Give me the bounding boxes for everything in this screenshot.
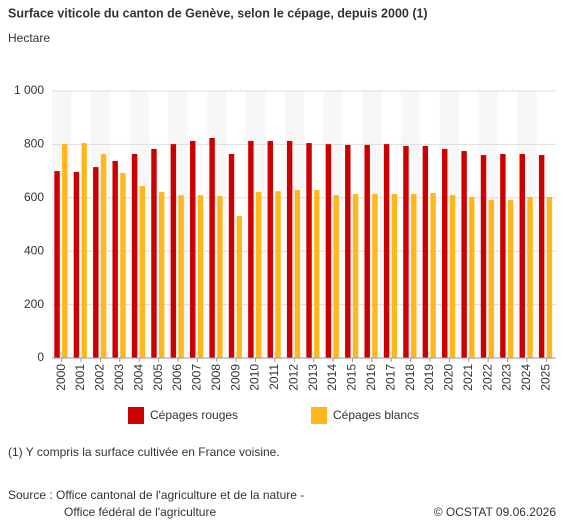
x-tick-label: 2006	[170, 364, 184, 391]
x-tick-label: 2004	[131, 364, 145, 391]
source: Source : Office cantonal de l'agricultur…	[8, 488, 304, 502]
bar	[422, 146, 429, 358]
bar	[411, 194, 417, 358]
x-tick-label: 2018	[403, 364, 417, 391]
x-tick-label: 2002	[93, 364, 107, 391]
bar	[461, 151, 467, 358]
bar	[546, 196, 553, 358]
bar	[314, 190, 320, 358]
bar	[248, 140, 254, 358]
x-tick-label: 2011	[267, 364, 281, 390]
bar	[286, 140, 293, 358]
bar	[442, 148, 448, 358]
bar	[54, 171, 60, 358]
bar	[306, 143, 312, 358]
x-tick-label: 2015	[345, 364, 359, 391]
x-tick-label: 2003	[112, 364, 126, 391]
bar	[178, 195, 184, 358]
legend-label: Cépages blancs	[333, 408, 419, 422]
legend-label: Cépages rouges	[150, 408, 238, 422]
x-tick-label: 2024	[519, 364, 533, 391]
x-tick-label: 2025	[538, 364, 552, 391]
bar	[275, 191, 281, 358]
x-tick-label: 2020	[442, 364, 456, 391]
bar	[469, 196, 475, 358]
legend-swatch	[311, 407, 327, 424]
bar	[131, 154, 138, 358]
bar	[352, 194, 359, 358]
bar	[480, 155, 487, 358]
bar	[449, 195, 456, 358]
bar	[383, 144, 390, 358]
bar	[294, 190, 301, 358]
bar	[217, 195, 223, 358]
bar	[488, 199, 494, 358]
bar	[267, 140, 273, 358]
bar	[391, 194, 398, 358]
x-tick-label: 2019	[422, 364, 436, 391]
bar	[209, 137, 215, 358]
x-tick-label: 2009	[228, 364, 242, 391]
x-tick-label: 2022	[480, 364, 494, 391]
x-tick-label: 2008	[209, 364, 223, 391]
x-tick-label: 2000	[54, 364, 68, 391]
bar	[372, 194, 378, 358]
bar	[93, 167, 99, 358]
x-tick-label: 2023	[500, 364, 514, 391]
y-tick-label: 0	[37, 350, 44, 364]
y-tick-label: 400	[24, 243, 44, 257]
bar	[170, 144, 177, 358]
bar	[100, 154, 107, 358]
y-tick-label: 200	[24, 297, 44, 311]
bar	[139, 186, 146, 358]
bar	[112, 160, 118, 358]
bar	[519, 154, 525, 358]
bar	[236, 215, 242, 358]
bar	[120, 172, 126, 358]
x-tick-label: 2014	[325, 364, 339, 391]
y-tick-label: 600	[24, 190, 44, 204]
x-tick-label: 2017	[383, 364, 397, 391]
bar	[228, 154, 235, 358]
bar	[190, 140, 196, 358]
bar	[73, 171, 80, 358]
bar	[81, 143, 87, 358]
bar	[403, 146, 409, 358]
bar	[538, 155, 545, 358]
x-tick-label: 2012	[286, 364, 300, 391]
x-tick-label: 2007	[190, 364, 204, 391]
y-tick-label: 800	[24, 137, 44, 151]
source: Office fédéral de l'agriculture	[64, 505, 216, 519]
x-tick-label: 2013	[306, 364, 320, 391]
footnote: (1) Y compris la surface cultivée en Fra…	[8, 445, 280, 459]
x-tick-label: 2001	[73, 364, 87, 391]
bar	[345, 144, 351, 358]
bar	[364, 144, 370, 358]
bar	[151, 148, 157, 358]
bar	[500, 154, 506, 358]
x-tick-label: 2005	[151, 364, 165, 391]
bar	[197, 195, 204, 358]
chart-subtitle: Hectare	[8, 31, 50, 45]
copyright: © OCSTAT 09.06.2026	[434, 505, 557, 519]
x-tick-label: 2010	[248, 364, 262, 391]
legend-swatch	[128, 407, 144, 424]
bar	[430, 192, 436, 358]
bar	[255, 191, 262, 358]
bar	[62, 144, 68, 358]
y-tick-label: 1 000	[14, 83, 44, 97]
x-tick-label: 2016	[364, 364, 378, 391]
bar	[325, 144, 332, 358]
bar	[333, 195, 339, 358]
bar	[507, 199, 514, 358]
bar	[159, 191, 165, 358]
chart-title: Surface viticole du canton de Genève, se…	[8, 6, 428, 20]
bar	[527, 196, 533, 358]
x-tick-label: 2021	[461, 364, 475, 391]
